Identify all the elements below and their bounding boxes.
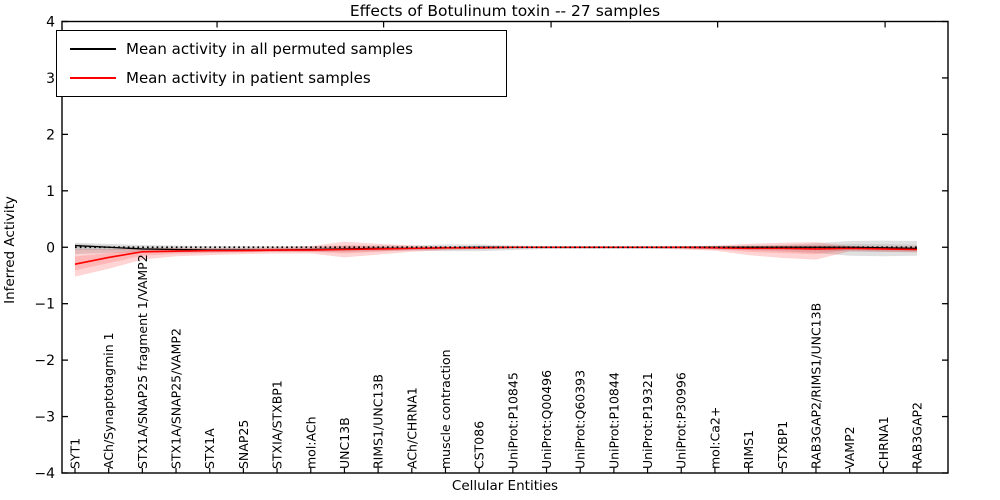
x-tick-label: ACh/CHRNA1 [404, 387, 419, 469]
x-tick-label: STX1A/SNAP25/VAMP2 [169, 328, 184, 469]
y-tick-label: 2 [46, 127, 55, 143]
x-axis-label: Cellular Entities [451, 478, 559, 494]
legend-line-permuted-icon [70, 48, 116, 51]
x-tick-label: mol:ACh [303, 417, 318, 470]
y-tick-label: 1 [46, 184, 55, 200]
x-tick-label: RAB3GAP2 [910, 402, 925, 469]
x-tick-label: RIMS1 [741, 430, 756, 469]
y-tick-label: −2 [34, 353, 55, 369]
x-tick-label: SNAP25 [236, 420, 251, 469]
y-tick-label: −4 [34, 466, 55, 482]
y-axis-label: Inferred Activity [2, 196, 18, 304]
x-tick-label: STXIA/STXBP1 [270, 380, 285, 469]
y-tick-label: 0 [46, 240, 55, 256]
legend-item-patient: Mean activity in patient samples [57, 65, 506, 91]
x-tick-label: UniProt:P19321 [640, 372, 655, 469]
x-tick-label: UniProt:P30996 [674, 372, 689, 469]
x-tick-label: UniProt:Q60393 [573, 370, 588, 469]
x-tick-label: UNC13B [337, 417, 352, 469]
patient-mean-line [74, 246, 918, 265]
x-tick-label: STXBP1 [775, 421, 790, 469]
x-tick-label: CHRNA1 [876, 416, 891, 469]
x-tick-label: UniProt:P10844 [606, 372, 621, 469]
x-tick-label: VAMP2 [842, 426, 857, 469]
legend-label-patient: Mean activity in patient samples [126, 68, 371, 87]
y-tick-label: 4 [46, 15, 55, 31]
x-tick-label: UniProt:P10845 [505, 372, 520, 469]
y-tick-label: −3 [34, 410, 55, 426]
legend: Mean activity in all permuted samples Me… [56, 30, 507, 97]
patient-std-band-inner [75, 245, 917, 271]
x-tick-label: UniProt:Q00496 [539, 370, 554, 469]
x-tick-label: muscle contraction [438, 349, 453, 469]
x-tick-label: ACh/Synaptotagmin 1 [101, 332, 116, 469]
legend-label-permuted: Mean activity in all permuted samples [126, 40, 413, 59]
x-tick-label: RIMS1/UNC13B [371, 374, 386, 469]
chart-title: Effects of Botulinum toxin -- 27 samples [349, 2, 661, 20]
y-tick-label: −1 [34, 297, 55, 313]
x-tick-label: STX1A/SNAP25 fragment 1/VAMP2 [135, 254, 150, 469]
x-tick-label: SYT1 [68, 438, 83, 469]
x-tick-label: RAB3GAP2/RIMS1/UNC13B [808, 303, 823, 469]
x-tick-label: mol:Ca2+ [707, 407, 722, 469]
y-tick-label: 3 [46, 71, 55, 87]
permuted-std-band [75, 240, 917, 257]
legend-item-permuted: Mean activity in all permuted samples [57, 36, 506, 62]
x-tick-label: STX1A [202, 428, 217, 469]
x-tick-label: CST086 [472, 421, 487, 469]
legend-line-patient-icon [70, 76, 116, 79]
